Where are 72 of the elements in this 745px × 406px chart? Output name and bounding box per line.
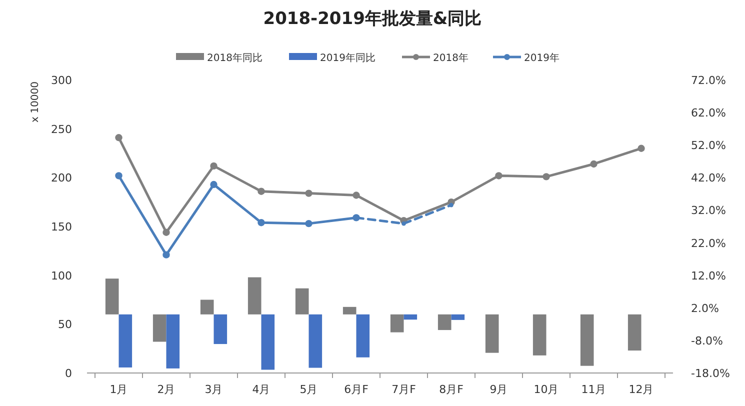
y2-tick-label: 2.0%: [691, 302, 719, 315]
bar: [118, 314, 132, 368]
point: [590, 160, 598, 168]
point: [542, 173, 550, 180]
point: [258, 188, 265, 195]
point: [638, 144, 645, 152]
y-axis-title: x 10000: [30, 82, 41, 122]
x-tick-label: 4月: [252, 383, 270, 396]
point: [210, 162, 218, 170]
y2-tick-label: 42.0%: [691, 172, 726, 185]
bar: [342, 306, 356, 314]
bar: [214, 314, 228, 344]
point: [258, 218, 265, 226]
x-tick-label: 3月: [204, 383, 223, 396]
bar: [628, 314, 642, 351]
y-tick-label: 250: [51, 122, 72, 136]
point: [115, 134, 122, 142]
x-tick-label: 9月: [490, 383, 508, 396]
legend-label: 2019年: [524, 52, 560, 64]
bar: [152, 314, 166, 342]
y-tick-label: 200: [51, 172, 72, 185]
bar: [390, 314, 404, 332]
point: [162, 251, 170, 258]
bar: [261, 314, 275, 370]
y2-tick-label: 32.0%: [691, 204, 726, 218]
bar: [404, 314, 418, 320]
x-tick-label: 1月: [110, 383, 128, 396]
point: [162, 228, 170, 236]
y-tick-label: 0: [65, 367, 72, 380]
x-tick-label: 8月F: [439, 383, 464, 396]
bar: [308, 314, 322, 368]
x-tick-label: 6月F: [344, 383, 368, 396]
bar: [438, 314, 452, 330]
x-tick-label: 2月: [157, 383, 176, 396]
chart-title: 2018-2019年批发量&同比: [263, 9, 482, 29]
y2-tick-label: 52.0%: [691, 139, 726, 152]
bar: [200, 300, 214, 314]
y-tick-label: 50: [58, 318, 72, 332]
y-tick-label: 300: [51, 74, 72, 87]
y2-tick-label: 22.0%: [691, 236, 726, 250]
point: [402, 221, 406, 226]
bar: [295, 288, 309, 314]
x-tick-label: 11月: [581, 383, 606, 396]
point: [210, 180, 218, 188]
y-tick-label: 150: [51, 220, 72, 234]
y2-tick-label: -8.0%: [691, 334, 723, 348]
point: [352, 192, 360, 199]
y2-tick-label: -18.0%: [691, 367, 730, 380]
bar: [485, 314, 499, 353]
bar: [105, 278, 119, 314]
x-tick-label: 12月: [628, 383, 654, 396]
bar: [248, 277, 262, 314]
point: [449, 202, 454, 208]
point: [305, 190, 312, 197]
bar: [166, 314, 180, 368]
x-tick-label: 5月: [300, 383, 318, 396]
bar: [451, 314, 465, 320]
y2-tick-label: 72.0%: [691, 74, 726, 87]
y2-tick-label: 12.0%: [691, 269, 726, 282]
y2-tick-label: 62.0%: [691, 106, 726, 120]
legend-label: 2019年同比: [320, 52, 376, 64]
bar: [580, 314, 594, 366]
point: [305, 220, 312, 228]
legend-label: 2018年同比: [207, 52, 262, 64]
point: [495, 172, 502, 180]
point: [115, 172, 122, 180]
x-tick-label: 7月F: [392, 383, 416, 396]
legend-label: 2018年: [433, 52, 468, 64]
x-tick-label: 10月: [534, 383, 559, 396]
bar: [532, 314, 546, 356]
bar: [356, 314, 370, 358]
y-tick-label: 100: [51, 269, 72, 282]
